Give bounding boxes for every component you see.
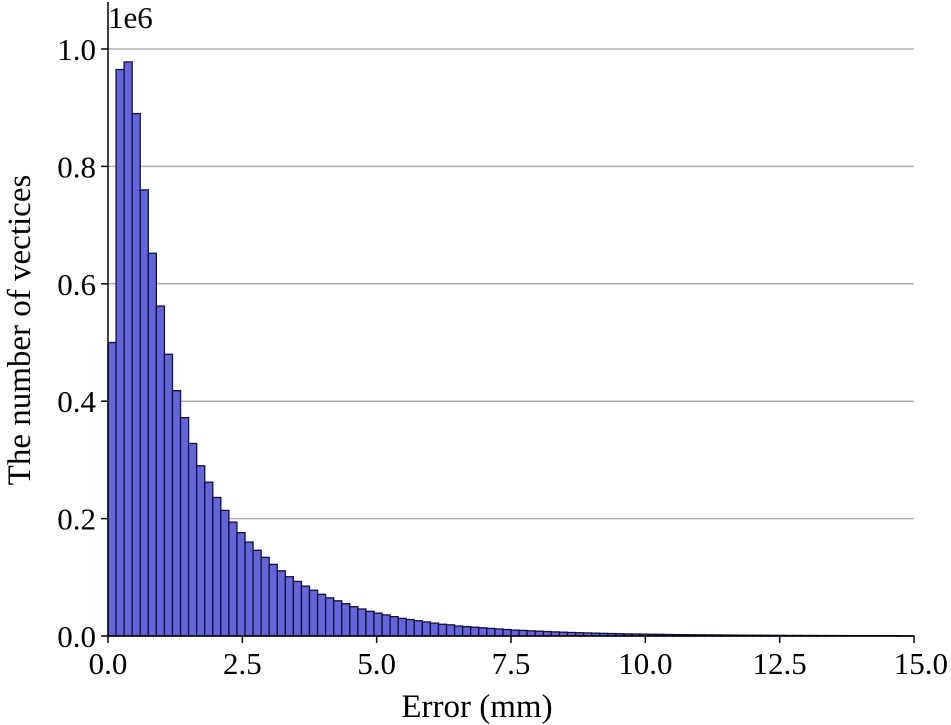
histogram-bar: [123, 61, 133, 637]
histogram-bar: [131, 112, 141, 637]
histogram-bar: [333, 600, 343, 637]
y-tick-label: 0.6: [57, 267, 96, 302]
histogram-bar: [510, 629, 520, 637]
x-tick-label: 10.0: [618, 646, 672, 681]
histogram-bar: [429, 622, 440, 637]
histogram-bar: [526, 630, 536, 637]
histogram-bar: [292, 580, 303, 637]
histogram-bar: [349, 606, 359, 637]
y-tick-label: 0.8: [57, 149, 96, 184]
histogram-bar: [300, 585, 311, 637]
histogram-bar: [107, 341, 117, 637]
histogram-bar: [212, 496, 222, 637]
histogram-bar: [341, 603, 351, 637]
x-tick-label: 12.5: [753, 646, 807, 681]
histogram-bar: [220, 509, 230, 637]
histogram-bar: [518, 629, 528, 637]
histogram-bar: [421, 621, 432, 637]
histogram-bar: [365, 610, 375, 637]
histogram-bar: [453, 625, 464, 637]
histogram-bars: [107, 61, 915, 637]
x-tick-label: 0.0: [89, 646, 128, 681]
histogram-bar: [236, 532, 246, 637]
x-tick-label: 7.5: [492, 646, 531, 681]
y-tick-label: 0.0: [57, 619, 96, 654]
histogram-bar: [381, 614, 391, 637]
histogram-bar: [276, 570, 286, 637]
histogram-bar: [244, 541, 254, 637]
histogram-bar: [204, 481, 214, 637]
histogram-bar: [373, 612, 383, 637]
histogram-bar: [494, 628, 504, 637]
histogram-bar: [324, 597, 335, 637]
histogram-bar: [316, 593, 327, 637]
grid-lines: [108, 48, 914, 520]
x-axis-label: Error (mm): [401, 689, 552, 725]
histogram-bar: [139, 189, 149, 637]
histogram-bar: [445, 624, 456, 637]
histogram-bar: [187, 442, 198, 637]
axes: [101, 2, 915, 643]
histogram-bar: [502, 628, 512, 637]
histogram-bar: [163, 353, 174, 637]
histogram-bar: [461, 625, 472, 637]
histogram-bar: [268, 563, 278, 637]
y-tick-label: 1.0: [57, 32, 96, 67]
histogram-bar: [413, 620, 423, 637]
histogram-bar: [228, 521, 238, 637]
y-axis-label: The number of vectices: [2, 175, 38, 486]
histogram-bar: [308, 589, 319, 637]
histogram-bar: [357, 608, 367, 637]
histogram-bar: [252, 549, 262, 637]
tick-labels: 0.0 0.2 0.4 0.6 0.8 1.0 0.0 2.5 5.0 7.5 10.0 12.5 15…: [57, 32, 948, 681]
histogram-bar: [486, 627, 496, 637]
histogram-bar: [389, 615, 399, 637]
y-tick-label: 0.2: [57, 502, 96, 537]
x-tick-label: 5.0: [357, 646, 396, 681]
x-tick-label: 2.5: [223, 646, 262, 681]
histogram-bar: [405, 618, 415, 637]
histogram-bar: [397, 617, 407, 637]
y-offset-label: 1e6: [108, 0, 153, 35]
histogram-bar: [171, 389, 182, 637]
histogram-bar: [196, 465, 206, 637]
histogram-bar: [478, 627, 488, 637]
histogram-bar: [260, 556, 270, 637]
histogram-bar: [284, 576, 295, 637]
histogram-bar: [147, 252, 158, 637]
histogram-bar: [437, 623, 448, 637]
y-tick-label: 0.4: [57, 384, 96, 419]
histogram-bar: [115, 68, 125, 637]
x-tick-label: 15.0: [894, 646, 948, 681]
histogram-bar: [470, 626, 480, 637]
histogram-bar: [179, 416, 190, 637]
histogram-bar: [155, 305, 166, 637]
